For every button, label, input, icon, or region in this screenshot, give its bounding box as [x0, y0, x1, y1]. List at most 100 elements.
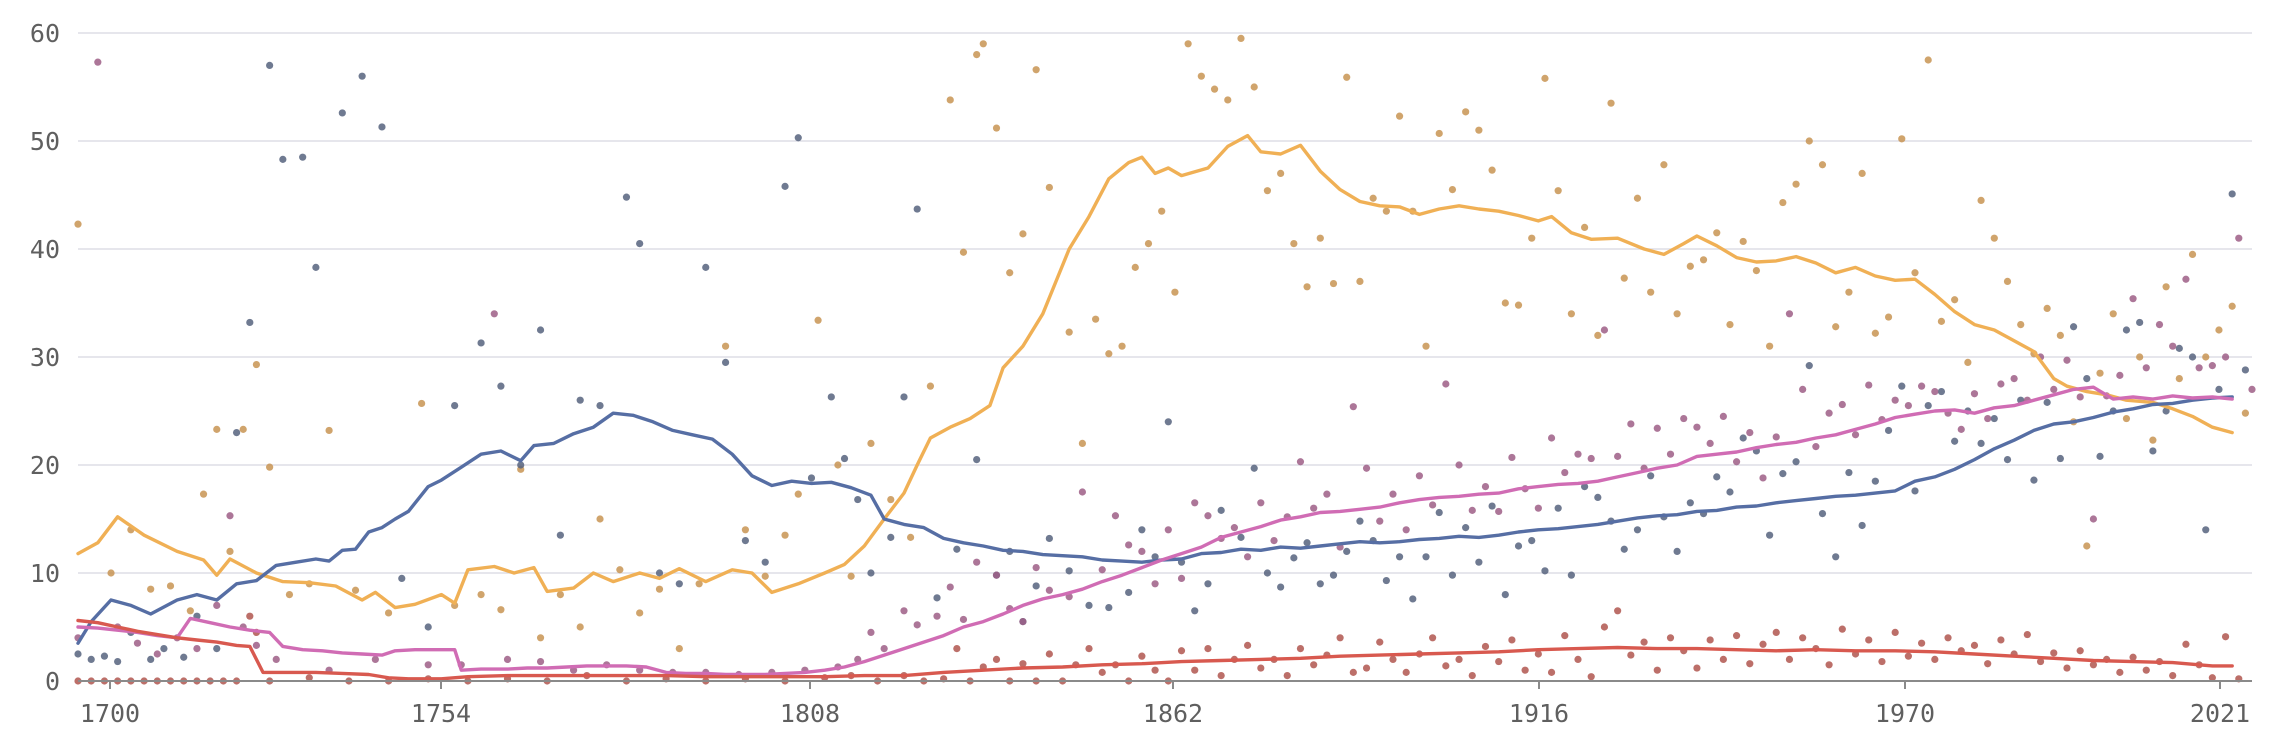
- red-dots-point: [1349, 668, 1357, 676]
- orange-dots-point: [1092, 315, 1100, 323]
- blue-dots-point: [840, 454, 849, 463]
- orange-dots-point: [1032, 66, 1040, 74]
- blue-dots-point: [1237, 533, 1245, 541]
- orange-series-line: [76, 133, 2234, 610]
- red-series-line: [76, 618, 2234, 681]
- pink-dots-point: [946, 583, 954, 591]
- y-tick-label: 50: [30, 127, 60, 156]
- blue-dots-point: [2056, 454, 2064, 463]
- pink-dots-point: [992, 571, 1001, 579]
- blue-dots-point: [854, 495, 862, 504]
- orange-dots-point: [1382, 207, 1390, 215]
- blue-dots-point: [556, 531, 564, 539]
- pink-dots-point: [1429, 501, 1437, 509]
- blue-dots-point: [1191, 607, 1199, 615]
- orange-dots-point: [2003, 277, 2012, 285]
- pink-dots-point: [1706, 439, 1714, 447]
- blue-dots-point: [1805, 362, 1813, 370]
- pink-dots-point: [1257, 499, 1265, 507]
- pink-dots-point: [900, 607, 908, 615]
- red-dots-point: [1865, 636, 1873, 644]
- blue-dots-point: [1845, 468, 1853, 477]
- pink-dots-point: [1349, 403, 1357, 411]
- blue-dots-point: [87, 655, 95, 664]
- orange-dots-point: [1884, 313, 1893, 321]
- blue-dots-point: [180, 653, 188, 661]
- orange-dots-point: [1924, 56, 1932, 64]
- blue-dots-point: [827, 393, 835, 401]
- red-dots-point: [1019, 660, 1027, 668]
- pink-dots-point: [1508, 453, 1516, 462]
- pink-dots-point: [1098, 566, 1106, 574]
- pink-dots-point: [1746, 429, 1754, 437]
- blue-dots-point: [2122, 326, 2131, 334]
- pink-dots-point: [1574, 450, 1582, 458]
- pink-dots-point: [2089, 515, 2098, 523]
- orange-dots-point: [761, 572, 769, 580]
- y-tick-label: 0: [45, 667, 60, 696]
- pink-dots-point: [1785, 310, 1794, 318]
- orange-dots-point: [2241, 409, 2249, 417]
- pink-dots-point: [193, 645, 201, 653]
- blue-dots-point: [2162, 407, 2170, 415]
- blue-dots-point: [1620, 545, 1628, 553]
- orange-dots-point: [1752, 267, 1761, 275]
- pink-dots-point: [1984, 414, 1992, 423]
- blue-dots-point: [973, 456, 981, 464]
- pink-dots-point: [1614, 452, 1622, 460]
- pink-dots-point: [1891, 396, 1899, 404]
- blue-dots-point: [596, 402, 604, 410]
- red-dots-point: [1534, 650, 1542, 658]
- blue-dots-point: [1138, 526, 1146, 534]
- orange-dots-point: [1329, 279, 1338, 288]
- orange-dots-point: [226, 547, 234, 556]
- pink-dots-point: [1732, 458, 1741, 466]
- blue-dots-point: [1164, 418, 1172, 426]
- orange-dots-point: [1158, 207, 1166, 215]
- orange-dots-point: [1369, 194, 1377, 202]
- blue-dots-point: [913, 205, 921, 213]
- pink-dots-point: [1799, 385, 1807, 393]
- blue-dots-point: [1647, 472, 1655, 480]
- pink-dots-point: [2195, 364, 2203, 372]
- blue-dots-point: [1792, 458, 1800, 466]
- orange-dots-point: [418, 399, 426, 408]
- red-dots-point: [1481, 642, 1490, 651]
- orange-dots-point: [1144, 240, 1153, 248]
- red-dots-point: [1177, 647, 1186, 655]
- blue-dots-point: [1567, 571, 1575, 579]
- orange-dots-point: [384, 609, 393, 617]
- orange-dots-point: [2215, 326, 2223, 334]
- orange-dots-point: [252, 360, 261, 369]
- blue-dots-point: [1686, 499, 1694, 507]
- blue-dots-point: [1541, 567, 1549, 575]
- red-dots-point: [2089, 661, 2098, 669]
- orange-dots-point: [1488, 166, 1496, 174]
- pink-dots-point: [1680, 414, 1688, 423]
- red-dots-point: [1217, 672, 1225, 680]
- blue-dots-point: [675, 580, 683, 588]
- pink-dots-point: [1164, 526, 1172, 534]
- pink-dots-point: [1204, 512, 1212, 520]
- orange-dots-point: [1660, 161, 1668, 169]
- blue-dots-point: [761, 558, 769, 566]
- blue-dots-point: [477, 339, 485, 347]
- pink-dots-point: [94, 58, 102, 66]
- pink-dots-point: [880, 645, 888, 653]
- pink-dots-point: [1666, 450, 1675, 458]
- red-dots-point: [1138, 652, 1146, 660]
- orange-dots-point: [1541, 74, 1549, 82]
- orange-dots-point: [926, 382, 935, 390]
- orange-dots-point: [266, 463, 274, 471]
- red-dots-point: [1891, 628, 1899, 637]
- orange-dots-point: [1581, 223, 1589, 231]
- blue-dots-point: [1554, 504, 1562, 512]
- orange-dots-point: [2122, 414, 2131, 423]
- orange-dots-point: [741, 526, 749, 534]
- orange-dots-point: [1620, 274, 1628, 282]
- orange-dots-point: [1224, 96, 1232, 104]
- pink-dots-point: [913, 621, 921, 629]
- red-dots-point: [2208, 674, 2216, 682]
- orange-dots-point: [616, 566, 624, 574]
